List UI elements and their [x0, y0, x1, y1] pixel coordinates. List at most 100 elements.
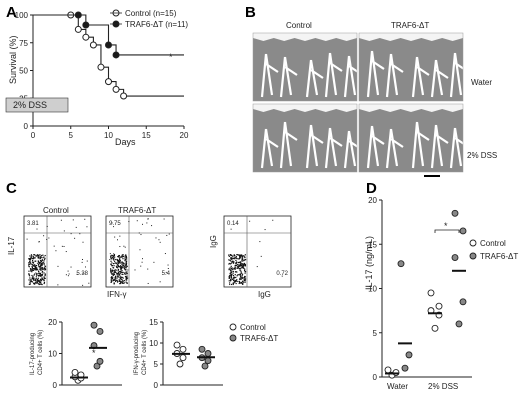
flow-event	[244, 265, 246, 267]
flow-event	[140, 265, 142, 267]
flow-event	[243, 262, 246, 265]
histology-border	[252, 32, 358, 102]
flow-event	[113, 254, 116, 256]
elisa-point-traf6	[455, 320, 463, 328]
flow-event	[40, 280, 43, 282]
ifng-dotplot: 0 5 10 15	[149, 318, 223, 390]
flow-event	[41, 259, 43, 261]
flow-event	[126, 271, 128, 273]
flow-event	[230, 272, 232, 274]
flow-event	[41, 260, 43, 262]
flow-event	[240, 266, 242, 268]
flow-event	[114, 236, 116, 238]
flow-event	[41, 254, 43, 257]
flow-event	[239, 255, 241, 257]
ifng-dotplot-ytick-label: 0	[154, 381, 159, 390]
flow-event	[229, 276, 231, 278]
flow-event	[31, 277, 34, 279]
flow-event	[125, 263, 128, 266]
flow-event	[118, 254, 121, 257]
flow-event	[40, 283, 42, 285]
flow-event	[125, 263, 127, 265]
flow-event	[38, 261, 40, 263]
flow-event	[114, 256, 116, 258]
flow-event	[116, 267, 119, 269]
flow-event	[119, 280, 121, 283]
flow-event	[239, 275, 242, 277]
flow-event	[124, 272, 126, 274]
flow-event	[112, 263, 115, 265]
flow-event	[110, 264, 113, 266]
flow-event	[29, 255, 31, 257]
flow-event	[122, 258, 124, 260]
flow-event	[39, 268, 41, 271]
flow-event	[231, 268, 233, 270]
elisa-point-traf6	[401, 364, 409, 372]
flow-event	[126, 279, 128, 281]
flow-event	[34, 264, 36, 266]
flow-event	[120, 278, 122, 280]
flow-event	[38, 241, 40, 243]
flow-event	[230, 270, 232, 272]
flow-event	[236, 254, 238, 256]
flow-event	[37, 260, 39, 262]
elisa-ytick-label: 0	[373, 373, 378, 382]
flow-event	[230, 276, 233, 279]
flow-event	[126, 275, 128, 277]
flow-event	[236, 267, 238, 269]
histology-lumen	[324, 52, 343, 98]
flow-event	[116, 279, 118, 282]
elisa-point-traf6	[451, 254, 459, 261]
flow-event	[124, 246, 126, 248]
histology-lumen	[366, 50, 385, 98]
flow-event	[41, 270, 44, 272]
flow-event	[239, 261, 241, 263]
flow-event	[40, 278, 42, 281]
flow-event	[242, 264, 244, 267]
flow-event	[228, 254, 230, 256]
flow-event	[238, 282, 240, 285]
flow-event	[114, 279, 116, 281]
flow-event	[84, 218, 86, 220]
flow-event	[240, 262, 242, 264]
flow-event	[230, 258, 233, 260]
flow-event	[112, 279, 114, 282]
flow-event	[39, 256, 41, 258]
histology-image	[252, 32, 362, 102]
il17-dotplot-point-traf6	[93, 362, 101, 370]
il17-dotplot-ytick-label: 20	[48, 318, 57, 327]
flow-quadrant-lr-value: 5.38	[76, 271, 88, 277]
flow-event	[233, 254, 235, 256]
flow-event	[234, 274, 236, 276]
flow-event	[38, 283, 40, 285]
flow-event	[72, 219, 74, 221]
flow-event	[123, 255, 125, 257]
flow-event	[112, 255, 115, 257]
flow-event	[117, 271, 120, 273]
flow-event	[35, 280, 37, 282]
flow-event	[33, 256, 35, 258]
flow-event	[116, 262, 118, 264]
flow-event	[113, 226, 115, 228]
ifng-dotplot-ytick-label: 5	[154, 360, 159, 369]
panel-letter-c: C	[6, 180, 17, 197]
flow-event	[242, 281, 244, 283]
flow-event	[125, 281, 127, 283]
flow-event	[113, 258, 115, 260]
flow-event	[113, 253, 115, 255]
flow-event	[230, 265, 232, 267]
histology-image	[358, 32, 468, 102]
flow-event	[121, 273, 123, 275]
flow-event	[228, 255, 230, 257]
flow-event	[36, 281, 38, 283]
flow-event	[30, 254, 33, 256]
flow-event	[32, 264, 34, 266]
flow-event	[239, 254, 242, 256]
histology-lumen	[279, 121, 298, 169]
flow-event	[241, 254, 243, 256]
flow-event	[115, 269, 117, 271]
flow-event	[46, 225, 48, 227]
flow-event	[126, 265, 128, 267]
flow-event	[239, 257, 241, 259]
flow-event	[123, 280, 125, 282]
